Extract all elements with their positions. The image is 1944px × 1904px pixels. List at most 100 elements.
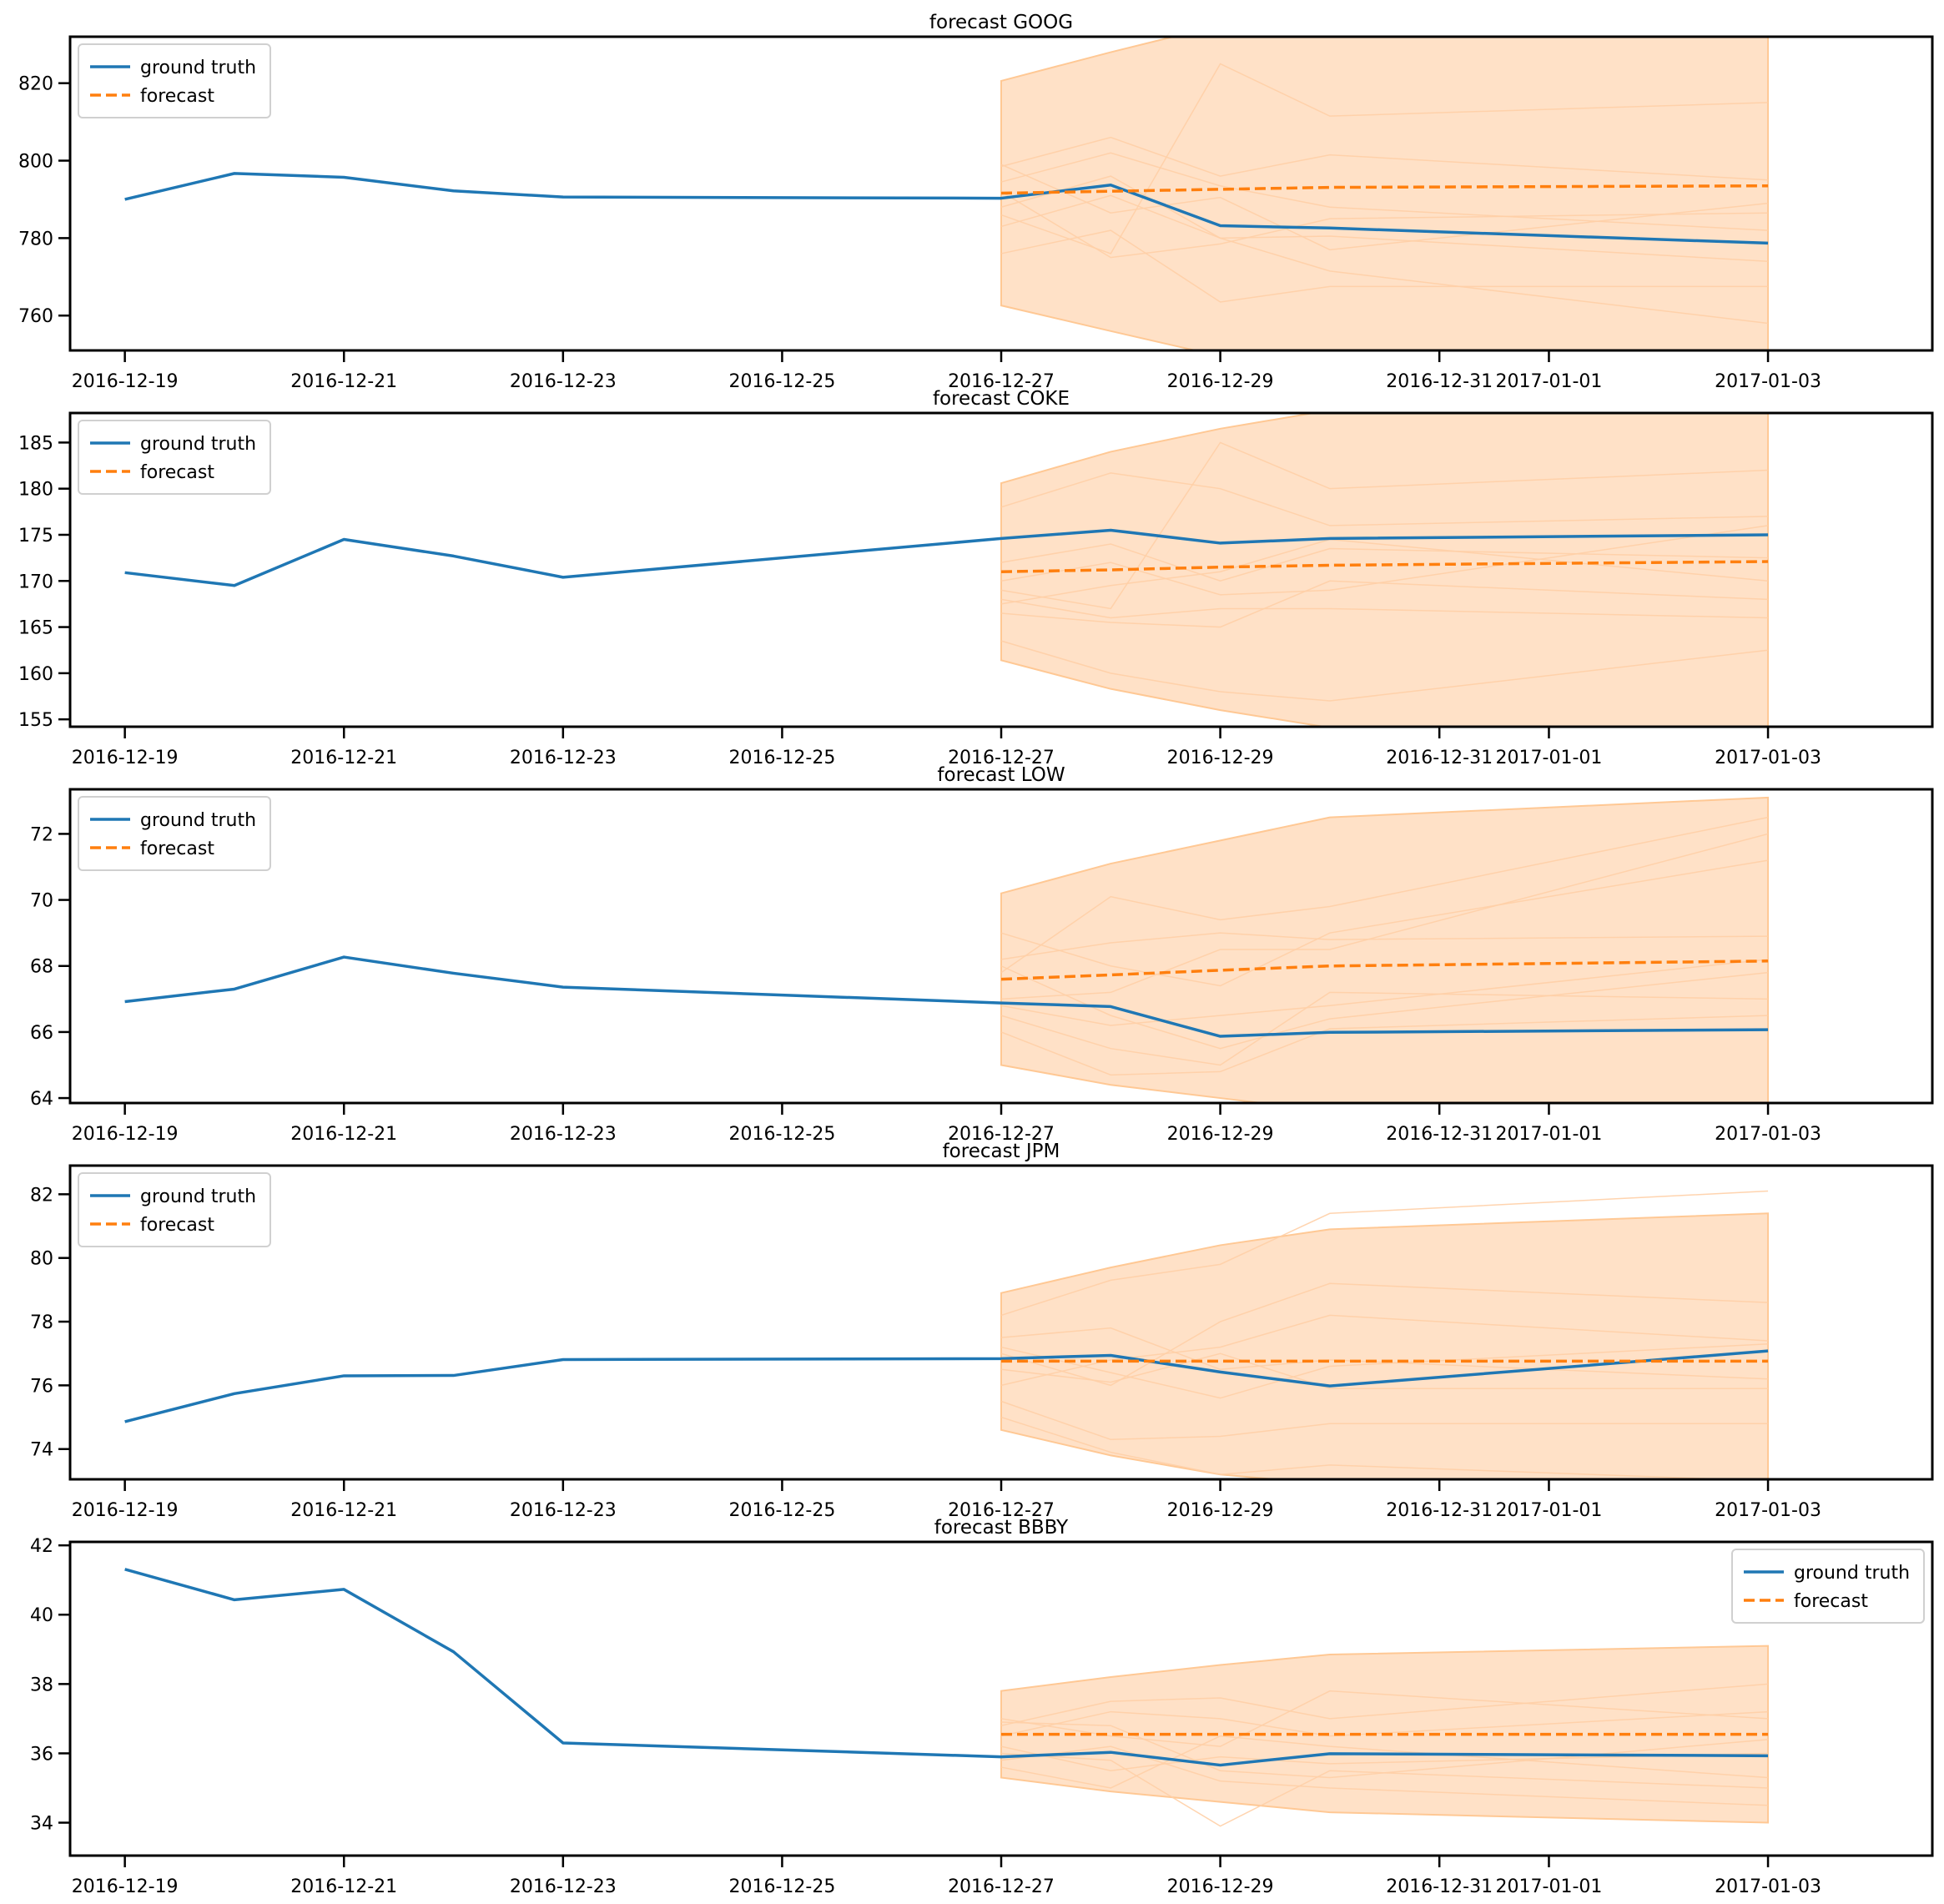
y-tick-label: 66 bbox=[30, 1023, 53, 1044]
sample-path bbox=[1000, 991, 1769, 1066]
y-tick-label: 185 bbox=[18, 433, 53, 454]
plot-area bbox=[124, 1190, 1770, 1479]
ground-truth-line bbox=[124, 1568, 1769, 1767]
x-tick-label: 2016-12-19 bbox=[72, 748, 179, 768]
sample-path bbox=[1000, 932, 1769, 960]
y-tick-label: 780 bbox=[18, 229, 53, 249]
sample-path bbox=[1000, 580, 1769, 628]
sample-path bbox=[1000, 1015, 1769, 1076]
x-tick-label: 2017-01-03 bbox=[1715, 371, 1821, 392]
y-tick-label: 175 bbox=[18, 526, 53, 547]
sample-path bbox=[1000, 441, 1769, 610]
y-tick-label: 72 bbox=[30, 824, 53, 845]
y-tick-label: 820 bbox=[18, 74, 53, 95]
sample-path bbox=[1000, 1343, 1769, 1399]
sample-path bbox=[1000, 1710, 1769, 1737]
x-tick-label: 2016-12-25 bbox=[728, 748, 835, 768]
sample-path bbox=[1000, 1327, 1769, 1380]
x-tick-label: 2016-12-31 bbox=[1386, 1124, 1493, 1145]
legend: ground truth forecast bbox=[1731, 1549, 1925, 1624]
x-tick-label: 2016-12-27 bbox=[948, 1500, 1055, 1521]
x-tick-label: 2016-12-31 bbox=[1386, 1876, 1493, 1897]
x-tick-label: 2016-12-25 bbox=[728, 371, 835, 392]
sample-path bbox=[1000, 1721, 1769, 1779]
sample-path bbox=[1000, 640, 1769, 702]
legend-box bbox=[78, 796, 271, 871]
x-tick-label: 2016-12-29 bbox=[1167, 1876, 1274, 1897]
sample-path bbox=[1000, 525, 1769, 596]
sample-path bbox=[1000, 194, 1769, 262]
plot-area bbox=[124, 796, 1770, 1103]
legend-label-ground-truth: ground truth bbox=[140, 1186, 256, 1207]
x-tick-label: 2016-12-19 bbox=[72, 371, 179, 392]
sample-path bbox=[1000, 859, 1769, 987]
sample-path bbox=[1000, 229, 1769, 303]
legend-label-ground-truth: ground truth bbox=[140, 58, 256, 78]
subplot-2: 2016-12-19 2016-12-21 2016-12-23 2016-12-25… bbox=[30, 764, 1934, 1145]
legend-box bbox=[78, 1172, 271, 1247]
subplot-0: 2016-12-19 2016-12-21 2016-12-23 2016-12-25… bbox=[18, 12, 1934, 392]
x-tick-label: 2016-12-31 bbox=[1386, 748, 1493, 768]
sample-path bbox=[1000, 1352, 1769, 1389]
x-tick-label: 2016-12-27 bbox=[948, 1124, 1055, 1145]
chart-title: forecast COKE bbox=[933, 388, 1070, 410]
legend: ground truth forecast bbox=[78, 796, 271, 871]
y-tick-label: 82 bbox=[30, 1185, 53, 1206]
y-tick-label: 160 bbox=[18, 664, 53, 685]
sample-path bbox=[1000, 598, 1769, 619]
y-tick-label: 74 bbox=[30, 1440, 53, 1461]
legend-label-forecast: forecast bbox=[1794, 1591, 1868, 1612]
y-tick-label: 80 bbox=[30, 1249, 53, 1270]
forecast-band bbox=[1000, 1212, 1770, 1479]
x-tick-label: 2016-12-31 bbox=[1386, 371, 1493, 392]
sample-path bbox=[1000, 543, 1769, 582]
sample-path bbox=[1000, 816, 1769, 974]
sample-path bbox=[1000, 472, 1769, 526]
legend-box bbox=[1731, 1549, 1925, 1624]
x-tick-label: 2016-12-19 bbox=[72, 1124, 179, 1145]
sample-path bbox=[1000, 63, 1769, 254]
forecast-band bbox=[1000, 37, 1770, 350]
x-tick-label: 2016-12-23 bbox=[510, 371, 617, 392]
x-tick-label: 2017-01-03 bbox=[1715, 1876, 1821, 1897]
legend-box bbox=[78, 43, 271, 118]
y-tick-label: 70 bbox=[30, 891, 53, 912]
x-tick-label: 2017-01-01 bbox=[1496, 371, 1603, 392]
forecast-band bbox=[1000, 413, 1770, 727]
sample-path bbox=[1000, 1400, 1769, 1441]
sample-path bbox=[1000, 1683, 1769, 1726]
sample-path bbox=[1000, 1282, 1769, 1387]
x-tick-label: 2016-12-25 bbox=[728, 1876, 835, 1897]
sample-path bbox=[1000, 833, 1769, 1000]
y-tick-label: 36 bbox=[30, 1744, 53, 1765]
x-tick-label: 2016-12-19 bbox=[72, 1876, 179, 1897]
sample-path bbox=[1000, 1190, 1769, 1317]
x-tick-label: 2016-12-29 bbox=[1167, 1124, 1274, 1145]
ground-truth-line bbox=[124, 528, 1769, 587]
sample-path bbox=[1000, 1416, 1742, 1479]
sample-path bbox=[1000, 152, 1769, 231]
sample-path bbox=[1000, 959, 1769, 1026]
x-tick-label: 2016-12-23 bbox=[510, 748, 617, 768]
subplot-4: 2016-12-19 2016-12-21 2016-12-23 2016-12-25… bbox=[30, 1517, 1934, 1897]
plot-area bbox=[124, 1568, 1770, 1827]
ground-truth-line bbox=[124, 172, 1769, 245]
x-tick-label: 2017-01-03 bbox=[1715, 1124, 1821, 1145]
forecast-line bbox=[1000, 960, 1769, 981]
x-tick-label: 2016-12-23 bbox=[510, 1500, 617, 1521]
x-tick-label: 2016-12-31 bbox=[1386, 1500, 1493, 1521]
sample-path bbox=[1000, 1735, 1769, 1789]
legend-label-forecast: forecast bbox=[140, 839, 214, 859]
x-tick-label: 2017-01-01 bbox=[1496, 1500, 1603, 1521]
chart-title: forecast BBBY bbox=[934, 1517, 1069, 1539]
chart-title: forecast JPM bbox=[943, 1141, 1060, 1162]
x-tick-label: 2016-12-27 bbox=[948, 371, 1055, 392]
x-tick-label: 2016-12-27 bbox=[948, 1876, 1055, 1897]
legend-label-ground-truth: ground truth bbox=[1794, 1563, 1910, 1584]
legend-box bbox=[78, 420, 271, 495]
y-tick-label: 155 bbox=[18, 710, 53, 731]
y-tick-label: 38 bbox=[30, 1675, 53, 1695]
x-tick-label: 2017-01-01 bbox=[1496, 1124, 1603, 1145]
sample-path bbox=[1000, 965, 1769, 1050]
